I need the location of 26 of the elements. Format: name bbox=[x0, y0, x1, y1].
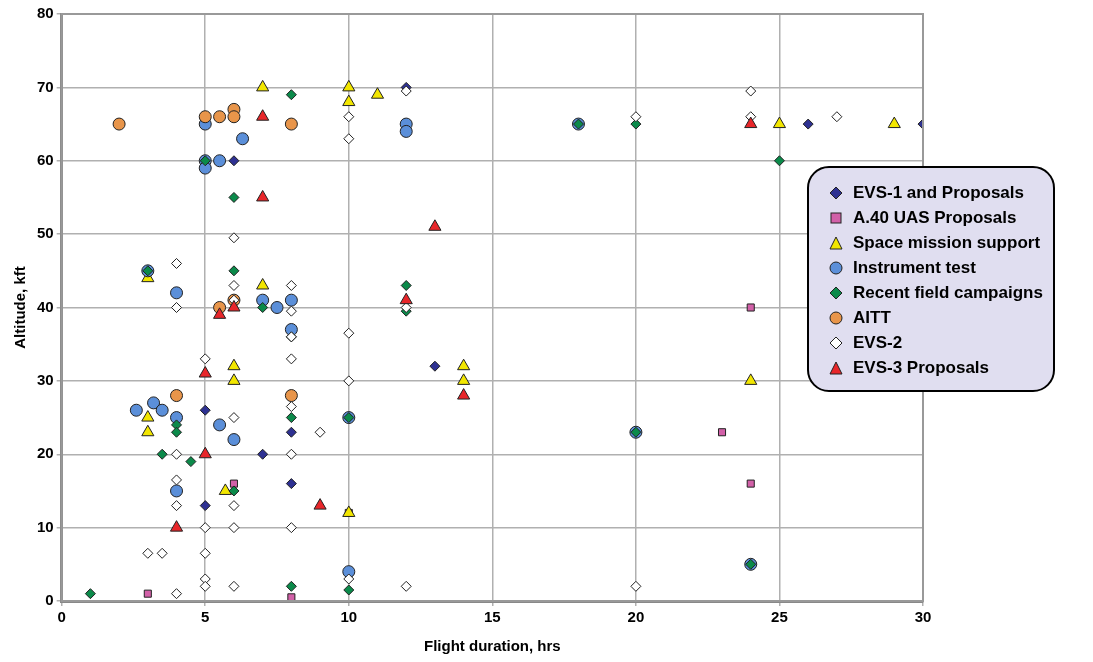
y-tick-label: 30 bbox=[37, 371, 54, 389]
y-tick-label: 0 bbox=[45, 591, 54, 609]
y-tick-label: 80 bbox=[37, 4, 54, 22]
y-axis-title: Altitude, kft bbox=[11, 266, 29, 349]
legend-label: Recent field campaigns bbox=[853, 282, 1043, 303]
legend-label: EVS-3 Proposals bbox=[853, 357, 990, 378]
legend-label: AITT bbox=[853, 307, 891, 328]
legend-label: Space mission support bbox=[853, 232, 1041, 253]
x-tick-label: 25 bbox=[771, 608, 788, 626]
y-tick-label: 40 bbox=[37, 297, 54, 315]
y-tick-label: 20 bbox=[37, 444, 54, 462]
legend-label: A.40 UAS Proposals bbox=[853, 207, 1017, 228]
y-tick-label: 60 bbox=[37, 150, 54, 168]
legend-label: Instrument test bbox=[853, 257, 976, 278]
y-tick-label: 10 bbox=[37, 517, 54, 535]
y-tick-label: 50 bbox=[37, 224, 54, 242]
x-tick-label: 5 bbox=[201, 608, 210, 626]
y-tick-label: 70 bbox=[37, 77, 54, 95]
x-tick-label: 10 bbox=[340, 608, 358, 626]
x-tick-label: 20 bbox=[627, 608, 645, 626]
x-tick-label: 0 bbox=[57, 608, 66, 626]
x-axis-title: Flight duration, hrs bbox=[424, 637, 561, 655]
legend-label: EVS-2 bbox=[853, 332, 903, 353]
x-tick-label: 15 bbox=[484, 608, 501, 626]
x-tick-label: 30 bbox=[914, 608, 932, 626]
legend-label: EVS-1 and Proposals bbox=[853, 182, 1024, 203]
